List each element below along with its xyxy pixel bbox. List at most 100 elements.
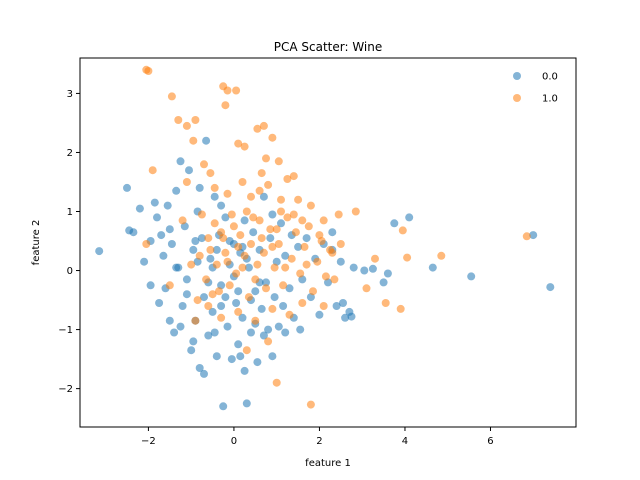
scatter-point-series-1: [221, 101, 230, 110]
scatter-point-series-1: [174, 116, 183, 124]
scatter-point-series-1: [257, 234, 266, 243]
scatter-point-series-1: [398, 226, 407, 235]
legend-marker-series-1: [513, 94, 521, 102]
scatter-point-series-1: [306, 400, 315, 409]
scatter-point-series-1: [371, 254, 379, 263]
scatter-point-series-0: [247, 328, 255, 337]
scatter-point-series-1: [206, 245, 215, 254]
scatter-point-series-1: [319, 302, 328, 310]
scatter-point-series-1: [217, 228, 226, 237]
scatter-point-series-1: [165, 281, 174, 290]
scatter-point-series-0: [159, 251, 168, 260]
scatter-point-series-0: [240, 216, 249, 225]
scatter-point-series-0: [368, 264, 377, 273]
scatter-point-series-1: [227, 210, 236, 219]
scatter-point-series-1: [238, 178, 247, 186]
scatter-point-series-0: [197, 234, 206, 243]
scatter-point-series-0: [242, 399, 251, 408]
scatter-point-series-1: [319, 216, 328, 225]
scatter-point-series-0: [336, 257, 345, 266]
scatter-point-series-1: [202, 275, 211, 284]
scatter-point-series-0: [244, 263, 253, 272]
scatter-point-series-0: [135, 204, 144, 213]
scatter-point-series-0: [212, 245, 221, 254]
scatter-point-series-0: [172, 263, 181, 272]
scatter-point-series-1: [334, 210, 343, 219]
scatter-point-series-1: [268, 242, 277, 251]
scatter-point-series-0: [140, 257, 149, 266]
scatter-point-series-1: [247, 192, 255, 201]
scatter-point-series-0: [360, 266, 369, 275]
scatter-point-series-1: [277, 195, 285, 204]
scatter-point-series-1: [187, 260, 196, 269]
scatter-point-series-0: [212, 352, 221, 361]
y-axis-label: feature 2: [31, 220, 42, 266]
scatter-point-series-0: [315, 310, 324, 319]
scatter-point-series-0: [189, 245, 198, 254]
scatter-point-series-1: [217, 313, 226, 322]
scatter-point-series-1: [321, 272, 330, 281]
scatter-point-series-1: [403, 253, 412, 262]
scatter-point-series-0: [274, 322, 283, 331]
scatter-point-series-0: [546, 283, 555, 292]
scatter-point-series-1: [437, 251, 446, 260]
scatter-point-series-1: [189, 136, 198, 145]
scatter-point-series-1: [362, 284, 371, 293]
scatter-point-series-0: [332, 302, 341, 310]
scatter-point-series-1: [268, 304, 277, 313]
scatter-point-series-1: [262, 154, 270, 163]
scatter-point-series-1: [234, 242, 243, 251]
scatter-point-series-1: [204, 234, 213, 243]
scatter-point-series-1: [142, 240, 151, 248]
scatter-point-series-1: [259, 121, 268, 130]
scatter-point-series-1: [244, 293, 253, 302]
scatter-point-series-1: [351, 207, 360, 216]
scatter-point-series-0: [204, 331, 213, 340]
scatter-point-series-1: [262, 284, 270, 293]
scatter-point-series-1: [242, 207, 251, 216]
scatter-point-series-0: [195, 183, 204, 192]
scatter-point-series-1: [253, 260, 262, 269]
ticks-layer: −2 0 2 4 6 −2 −1 0 1 2 3: [58, 89, 493, 447]
scatter-point-series-0: [221, 213, 230, 222]
scatter-point-series-0: [324, 278, 332, 287]
scatter-point-series-1: [522, 232, 531, 241]
scatter-point-series-1: [272, 378, 281, 387]
scatter-point-series-1: [210, 219, 219, 228]
scatter-point-series-1: [281, 263, 290, 272]
scatter-point-series-1: [270, 263, 279, 272]
scatter-point-series-1: [300, 242, 309, 251]
scatter-point-series-1: [223, 189, 232, 198]
scatter-point-series-0: [383, 269, 392, 278]
scatter-point-series-0: [264, 325, 273, 334]
scatter-point-series-0: [294, 242, 303, 251]
scatter-point-series-0: [157, 231, 166, 240]
scatter-point-series-1: [204, 302, 213, 310]
scatter-point-series-0: [170, 328, 179, 337]
scatter-point-series-0: [225, 237, 234, 245]
scatter-point-series-1: [229, 222, 238, 231]
scatter-point-series-0: [236, 352, 245, 361]
scatter-point-series-0: [232, 299, 241, 307]
scatter-point-series-0: [227, 355, 236, 364]
scatter-point-series-0: [185, 166, 193, 175]
scatter-point-series-0: [176, 157, 185, 166]
scatter-point-series-0: [202, 136, 211, 145]
scatter-point-series-1: [232, 269, 241, 278]
scatter-point-series-1: [336, 240, 345, 248]
scatter-point-series-1: [148, 166, 157, 175]
scatter-point-series-0: [189, 337, 198, 346]
points-layer: [95, 65, 555, 411]
scatter-point-series-0: [390, 219, 399, 228]
scatter-point-series-0: [405, 213, 414, 222]
scatter-point-series-0: [95, 247, 104, 256]
scatter-point-series-1: [268, 133, 277, 142]
y-tick-label: 0: [67, 266, 73, 277]
scatter-point-series-0: [182, 290, 191, 299]
scatter-point-series-0: [165, 316, 174, 325]
scatter-point-series-1: [225, 281, 234, 290]
scatter-point-series-0: [176, 322, 185, 331]
scatter-point-series-0: [172, 186, 181, 195]
scatter-point-series-0: [165, 225, 174, 234]
scatter-point-series-0: [200, 293, 208, 302]
